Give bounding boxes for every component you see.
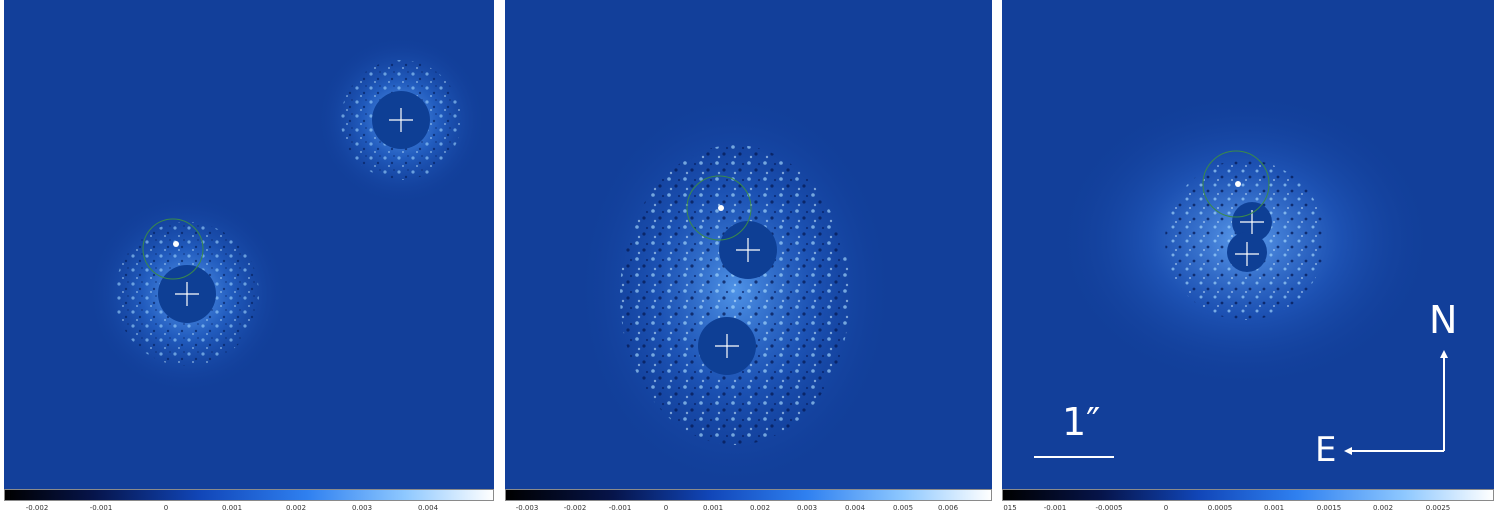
colorbar-tick: -0.002 (25, 504, 49, 512)
image-panel-2: -0.003 -0.002 -0.001 0 0.001 0.002 0.003… (505, 0, 992, 514)
colorbar-tick: 0.003 (351, 504, 373, 512)
image-panel-1: -0.002 -0.001 0 0.001 0.002 0.003 0.004 (4, 0, 494, 514)
compass-east-label: E (1315, 430, 1337, 470)
compass-east-arrowhead (1344, 447, 1352, 455)
scale-bar-label: 1″ (1062, 400, 1101, 444)
image-panel-3: 1″ N E 015 -0.001 -0.0005 0 0.0005 0.001… (1002, 0, 1494, 514)
colorbar (1002, 489, 1494, 501)
colorbar-tick: 0.004 (844, 504, 866, 512)
colorbar-tick: -0.002 (563, 504, 587, 512)
colorbar-tick: 0.005 (892, 504, 914, 512)
compass-north-label: N (1429, 298, 1458, 342)
companion-circle (686, 175, 752, 241)
colorbar-tick: 0.0005 (1207, 504, 1233, 512)
colorbar-tick: 0.0025 (1425, 504, 1451, 512)
colorbar-tick: -0.001 (608, 504, 632, 512)
colorbar-tick: -0.001 (89, 504, 113, 512)
image-frame (1002, 0, 1494, 489)
colorbar-tick: 015 (1003, 504, 1017, 512)
colorbar-tick: -0.0005 (1095, 504, 1123, 512)
colorbar (505, 489, 992, 501)
colorbar-ticks: -0.002 -0.001 0 0.001 0.002 0.003 0.004 (4, 503, 494, 514)
companion-source (1235, 181, 1241, 187)
colorbar-tick: 0.001 (221, 504, 243, 512)
image-frame (4, 0, 494, 489)
companion-source (718, 205, 724, 211)
colorbar-tick: 0.002 (749, 504, 771, 512)
colorbar-tick: -0.003 (515, 504, 539, 512)
companion-source (173, 241, 179, 247)
colorbar-tick: 0.002 (1372, 504, 1394, 512)
colorbar-ticks: 015 -0.001 -0.0005 0 0.0005 0.001 0.0015… (1002, 503, 1494, 514)
image-frame (505, 0, 992, 489)
colorbar-tick: 0 (163, 504, 169, 512)
colorbar-tick: 0.003 (796, 504, 818, 512)
companion-circle (1202, 150, 1270, 218)
colorbar-tick: 0.006 (937, 504, 959, 512)
colorbar-tick: 0.004 (417, 504, 439, 512)
colorbar-tick: -0.001 (1043, 504, 1067, 512)
colorbar-tick: 0.002 (285, 504, 307, 512)
colorbar (4, 489, 494, 501)
compass-north-arrowhead (1440, 350, 1448, 358)
colorbar-tick: 0.001 (702, 504, 724, 512)
speckle-texture (620, 145, 850, 445)
colorbar-tick: 0 (663, 504, 669, 512)
colorbar-tick: 0.0015 (1316, 504, 1342, 512)
companion-circle (142, 218, 204, 280)
colorbar-ticks: -0.003 -0.002 -0.001 0 0.001 0.002 0.003… (505, 503, 992, 514)
colorbar-tick: 0.001 (1263, 504, 1285, 512)
colorbar-tick: 0 (1163, 504, 1169, 512)
